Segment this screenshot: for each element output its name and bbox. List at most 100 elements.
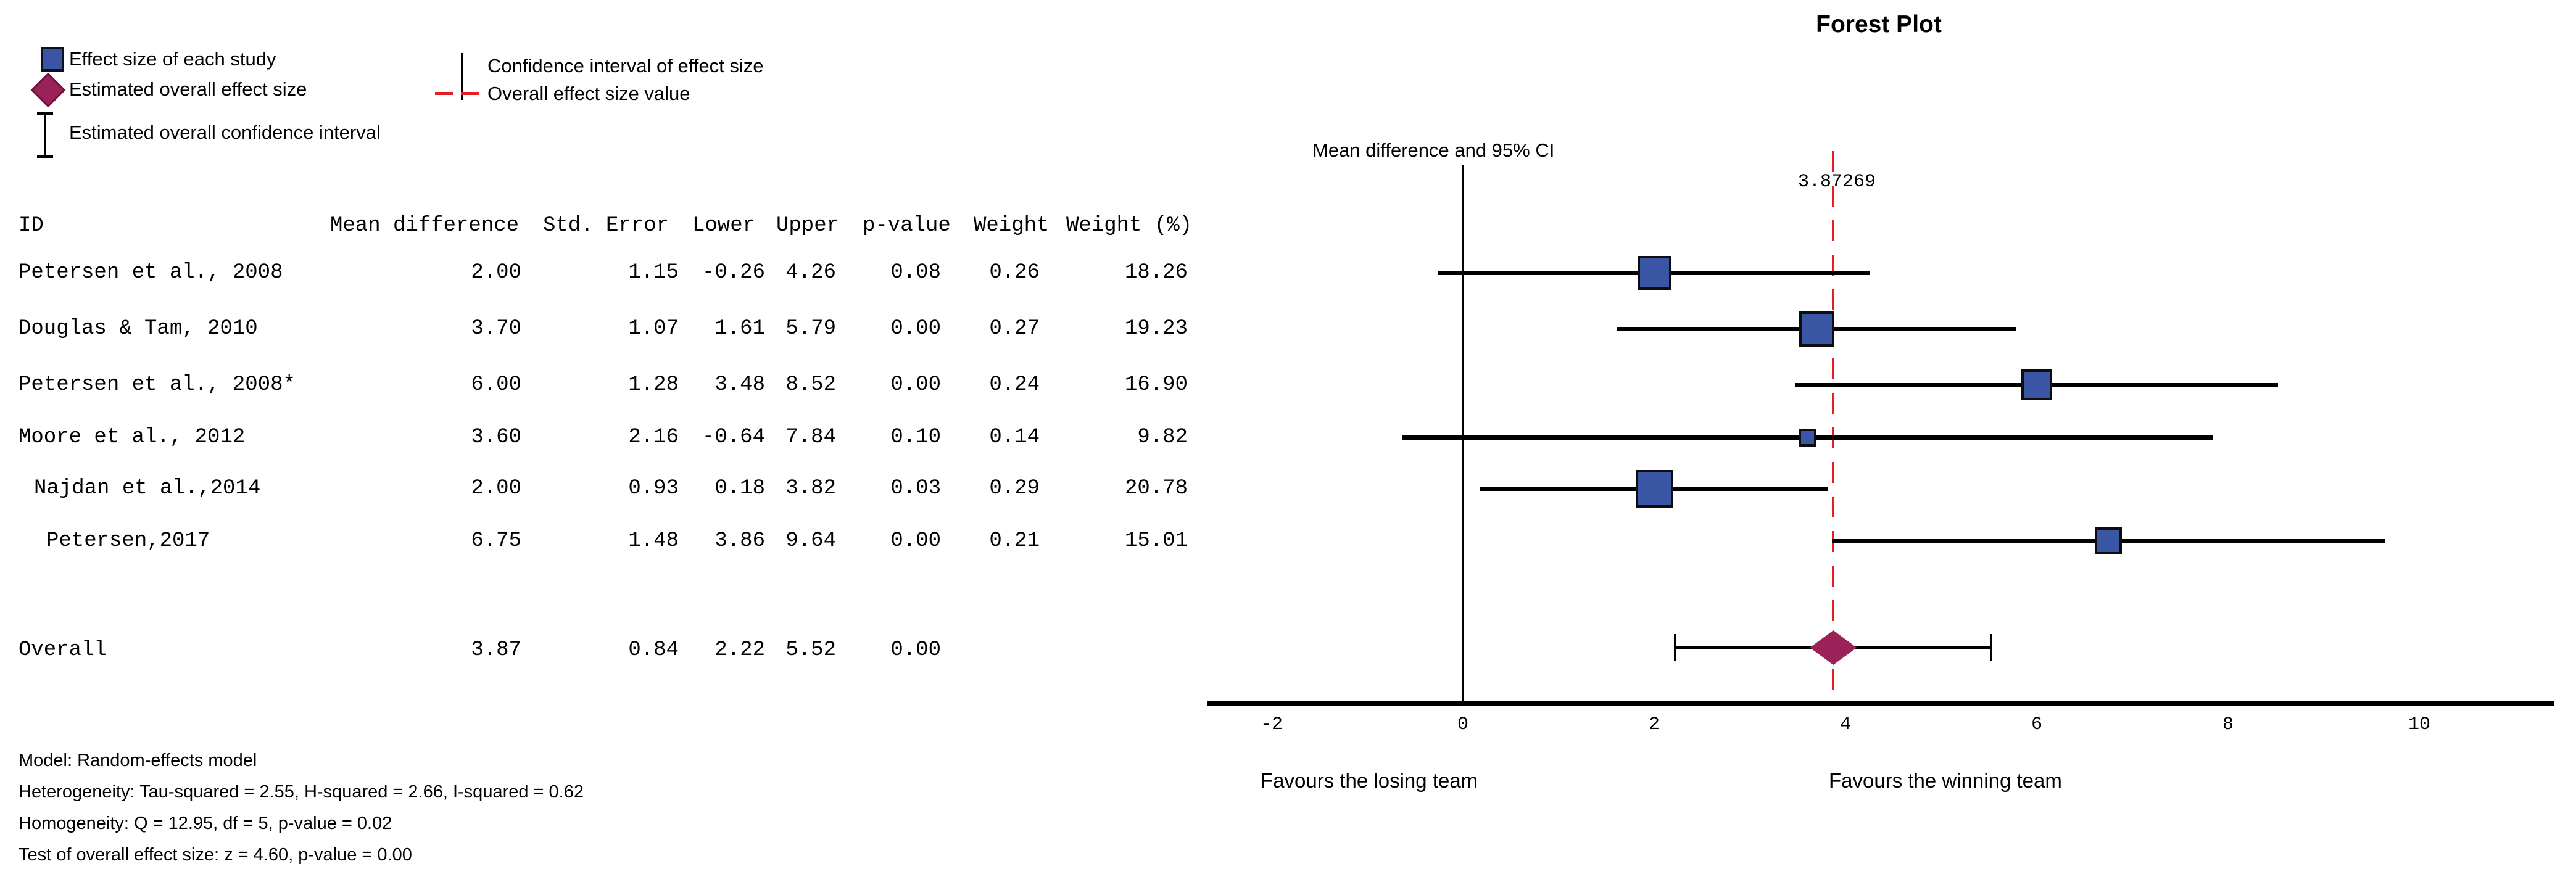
table-cell: 0.84: [628, 638, 679, 662]
effect-size-square: [2021, 369, 2052, 400]
table-cell: 0.21: [989, 529, 1040, 553]
table-cell: 0.03: [890, 477, 941, 500]
overall-ci-icon: [37, 112, 53, 158]
footnote-line: Homogeneity: Q = 12.95, df = 5, p-value …: [19, 814, 392, 833]
table-cell: 0.00: [890, 317, 941, 340]
table-cell: 1.15: [628, 261, 679, 284]
table-header-lower: Lower: [692, 214, 756, 237]
table-cell: -0.64: [702, 426, 765, 449]
table-cell: 0.00: [890, 638, 941, 662]
x-tick-label: 2: [1648, 714, 1660, 735]
table-cell: 3.60: [471, 426, 521, 449]
table-cell: 1.61: [714, 317, 765, 340]
table-cell: 2.16: [628, 426, 679, 449]
study-id: Petersen et al., 2008: [19, 261, 283, 284]
table-cell: 0.00: [890, 373, 941, 397]
x-tick-label: 6: [2031, 714, 2042, 735]
table-cell: 0.08: [890, 261, 941, 284]
table-cell: 6.75: [471, 529, 521, 553]
table-cell: 0.14: [989, 426, 1040, 449]
table-cell: 1.48: [628, 529, 679, 553]
overall-id: Overall: [19, 638, 107, 662]
table-cell: 18.26: [1124, 261, 1188, 284]
footnote-line: Model: Random-effects model: [19, 751, 257, 770]
overall-ci-left-cap: [1674, 634, 1677, 661]
table-header-mean-difference: Mean difference: [330, 214, 520, 237]
effect-size-square: [1635, 469, 1673, 508]
table-cell: 3.82: [785, 477, 836, 500]
table-cell: 0.93: [628, 477, 679, 500]
legend-item-label: Confidence interval of effect size: [487, 55, 764, 76]
table-header-weight: Weight: [974, 214, 1050, 237]
table-cell: 5.52: [785, 638, 836, 662]
overall-effect-diamond: [1810, 630, 1857, 665]
table-cell: 2.00: [471, 477, 521, 500]
table-cell: 0.24: [989, 373, 1040, 397]
table-cell: 7.84: [785, 426, 836, 449]
table-cell: 9.64: [785, 529, 836, 553]
axis-header-label: Mean difference and 95% CI: [1312, 139, 1555, 161]
page-title: Forest Plot: [1816, 11, 1942, 38]
table-cell: 0.10: [890, 426, 941, 449]
table-cell: 20.78: [1124, 477, 1188, 500]
table-cell: 0.29: [989, 477, 1040, 500]
table-cell: 3.87: [471, 638, 521, 662]
study-id: Petersen,2017: [46, 529, 210, 553]
table-cell: 3.70: [471, 317, 521, 340]
table-cell: 15.01: [1124, 529, 1188, 553]
x-axis-right-label: Favours the winning team: [1829, 769, 2062, 792]
x-axis-line: [1207, 701, 2554, 706]
effect-size-square: [1799, 311, 1834, 347]
table-cell: 2.00: [471, 261, 521, 284]
study-id: Petersen et al., 2008*: [19, 373, 296, 397]
study-id: Najdan et al.,2014: [34, 477, 261, 500]
table-cell: 3.86: [714, 529, 765, 553]
table-header-p-value: p-value: [863, 214, 951, 237]
overall-ci-right-cap: [1989, 634, 1992, 661]
x-axis-left-label: Favours the losing team: [1261, 769, 1478, 792]
table-cell: -0.26: [702, 261, 765, 284]
legend-item-label: Estimated overall effect size: [69, 78, 307, 100]
table-cell: 0.27: [989, 317, 1040, 340]
legend-item-label: Overall effect size value: [487, 83, 690, 104]
table-cell: 5.79: [785, 317, 836, 340]
legend-item-label: Effect size of each study: [69, 48, 276, 70]
table-header-id: ID: [19, 214, 44, 237]
effect-size-square: [1798, 428, 1816, 447]
table-cell: 4.26: [785, 261, 836, 284]
study-square-icon: [41, 47, 64, 72]
footnote-line: Heterogeneity: Tau-squared = 2.55, H-squ…: [19, 782, 584, 802]
x-tick-label: -2: [1260, 714, 1283, 735]
table-cell: 1.28: [628, 373, 679, 397]
table-header-upper: Upper: [776, 214, 840, 237]
ci-line-icon: [461, 53, 463, 100]
table-cell: 0.00: [890, 529, 941, 553]
table-cell: 16.90: [1124, 373, 1188, 397]
table-cell: 1.07: [628, 317, 679, 340]
table-cell: 8.52: [785, 373, 836, 397]
x-tick-label: 8: [2222, 714, 2234, 735]
table-cell: 0.26: [989, 261, 1040, 284]
table-cell: 19.23: [1124, 317, 1188, 340]
table-header-weight-%-: Weight (%): [1066, 214, 1193, 237]
study-id: Douglas & Tam, 2010: [19, 317, 258, 340]
table-header-std-error: Std. Error: [543, 214, 669, 237]
effect-size-square: [2095, 527, 2123, 554]
table-cell: 9.82: [1137, 426, 1188, 449]
overall-effect-dashed-line: [1832, 151, 1834, 703]
table-cell: 3.48: [714, 373, 765, 397]
x-tick-label: 4: [1839, 714, 1851, 735]
table-cell: 0.18: [714, 477, 765, 500]
overall-diamond-icon: [30, 72, 66, 108]
study-id: Moore et al., 2012: [19, 426, 246, 449]
zero-line: [1462, 165, 1464, 703]
table-cell: 2.22: [714, 638, 765, 662]
x-tick-label: 10: [2408, 714, 2430, 735]
footnote-line: Test of overall effect size: z = 4.60, p…: [19, 845, 412, 865]
x-tick-label: 0: [1457, 714, 1468, 735]
table-cell: 6.00: [471, 373, 521, 397]
overall-value-label: 3.87269: [1797, 171, 1876, 192]
effect-size-square: [1637, 255, 1671, 290]
legend-item-label: Estimated overall confidence interval: [69, 122, 381, 143]
